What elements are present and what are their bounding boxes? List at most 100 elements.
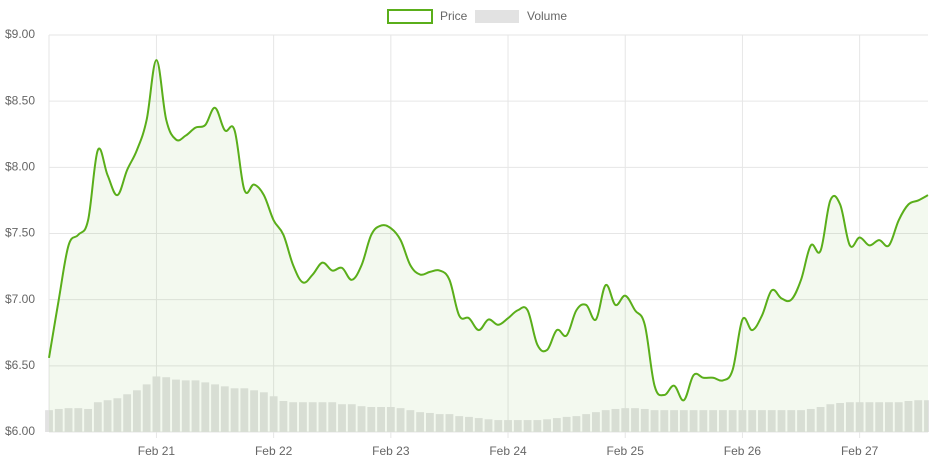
volume-bar — [289, 402, 298, 432]
volume-bar — [357, 406, 366, 432]
volume-bar — [308, 402, 317, 432]
volume-bar — [54, 408, 63, 432]
legend-swatch — [387, 9, 433, 24]
volume-bar — [113, 398, 122, 432]
volume-bar — [386, 406, 395, 432]
volume-bar — [465, 416, 473, 432]
y-tick-label: $9.00 — [5, 27, 35, 41]
volume-bar — [816, 406, 825, 432]
volume-bar — [123, 394, 132, 432]
volume-bar — [445, 414, 454, 432]
volume-bar — [181, 380, 190, 432]
volume-bar — [679, 410, 688, 432]
volume-bar — [84, 408, 92, 432]
volume-bar — [611, 408, 620, 432]
x-tick-label: Feb 23 — [372, 444, 410, 458]
volume-bar — [699, 410, 708, 432]
volume-bar — [45, 410, 53, 432]
volume-bar — [211, 384, 219, 432]
y-tick-label: $7.00 — [5, 292, 35, 306]
volume-bar — [621, 408, 630, 432]
volume-bar — [347, 404, 356, 432]
volume-bar — [279, 401, 288, 432]
y-tick-label: $6.50 — [5, 358, 35, 372]
volume-bar — [220, 386, 229, 432]
volume-bar — [425, 412, 434, 432]
volume-bar — [523, 420, 532, 432]
volume-bar — [924, 400, 929, 432]
volume-bar — [64, 408, 73, 432]
volume-bar — [914, 400, 923, 432]
price-area — [49, 60, 928, 432]
volume-bar — [142, 384, 151, 432]
volume-bar — [162, 377, 171, 432]
x-tick-label: Feb 21 — [138, 444, 176, 458]
volume-bar — [543, 419, 552, 432]
legend-swatch — [475, 10, 519, 23]
volume-bar — [455, 416, 464, 432]
volume-bar — [484, 419, 493, 432]
volume-bar — [474, 418, 483, 432]
volume-bar — [592, 412, 600, 432]
volume-bar — [689, 410, 698, 432]
volume-bar — [758, 410, 766, 432]
volume-bar — [269, 396, 278, 432]
volume-bar — [513, 420, 522, 432]
volume-bar — [806, 408, 815, 432]
volume-bar — [865, 402, 874, 432]
y-tick-label: $8.00 — [5, 160, 35, 174]
volume-bar — [894, 402, 903, 432]
volume-bar — [191, 380, 200, 432]
volume-bar — [767, 410, 776, 432]
volume-bar — [494, 420, 503, 432]
x-tick-label: Feb 26 — [724, 444, 762, 458]
volume-bar — [748, 410, 757, 432]
volume-bar — [74, 408, 83, 432]
volume-bar — [562, 416, 571, 432]
volume-bar — [152, 376, 161, 432]
volume-bar — [328, 402, 337, 432]
y-tick-label: $6.00 — [5, 424, 35, 438]
volume-bar — [504, 420, 512, 432]
volume-bar — [338, 404, 346, 432]
volume-bar — [631, 408, 639, 432]
volume-bar — [230, 388, 239, 432]
y-tick-label: $8.50 — [5, 93, 35, 107]
x-tick-label: Feb 24 — [489, 444, 527, 458]
legend-label: Price — [440, 9, 468, 23]
volume-bar — [572, 416, 581, 432]
volume-bar — [709, 410, 718, 432]
volume-bar — [406, 410, 415, 432]
volume-bar — [904, 401, 913, 432]
volume-bar — [650, 410, 659, 432]
volume-bar — [299, 402, 307, 432]
volume-bar — [416, 412, 425, 432]
volume-bar — [396, 408, 405, 432]
volume-bar — [875, 402, 884, 432]
volume-bar — [660, 410, 669, 432]
volume-bar — [533, 420, 542, 432]
volume-bar — [777, 410, 786, 432]
x-tick-label: Feb 27 — [841, 444, 879, 458]
volume-bar — [132, 390, 141, 432]
volume-bar — [103, 400, 112, 432]
volume-bar — [640, 408, 649, 432]
volume-bar — [845, 402, 854, 432]
volume-bar — [201, 382, 210, 432]
volume-bar — [259, 392, 268, 432]
volume-bar — [718, 410, 727, 432]
volume-bar — [670, 410, 678, 432]
volume-bar — [797, 410, 805, 432]
volume-bar — [855, 402, 864, 432]
volume-bar — [787, 410, 796, 432]
x-tick-label: Feb 22 — [255, 444, 293, 458]
volume-bar — [885, 402, 893, 432]
legend-label: Volume — [527, 9, 567, 23]
x-tick-label: Feb 25 — [607, 444, 645, 458]
volume-bar — [738, 410, 747, 432]
volume-bar — [240, 388, 249, 432]
volume-bar — [836, 403, 845, 432]
volume-bar — [728, 410, 737, 432]
volume-bar — [377, 406, 385, 432]
